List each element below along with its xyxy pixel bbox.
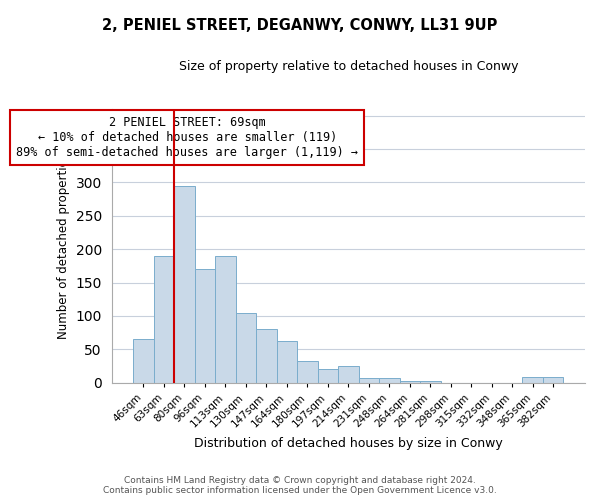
Bar [317,369,338,383]
Bar [236,312,256,383]
Bar [154,256,174,383]
Bar [543,377,563,383]
Text: Contains HM Land Registry data © Crown copyright and database right 2024.
Contai: Contains HM Land Registry data © Crown c… [103,476,497,495]
Bar [379,378,400,383]
Bar [297,360,317,383]
Bar [400,381,420,383]
Text: 2, PENIEL STREET, DEGANWY, CONWY, LL31 9UP: 2, PENIEL STREET, DEGANWY, CONWY, LL31 9… [103,18,497,32]
Title: Size of property relative to detached houses in Conwy: Size of property relative to detached ho… [179,60,518,73]
Bar [277,342,297,383]
Bar [194,269,215,383]
Bar [523,378,543,383]
Bar [338,366,359,383]
Bar [256,330,277,383]
X-axis label: Distribution of detached houses by size in Conwy: Distribution of detached houses by size … [194,437,503,450]
Bar [359,378,379,383]
Y-axis label: Number of detached properties: Number of detached properties [57,153,70,339]
Text: 2 PENIEL STREET: 69sqm
← 10% of detached houses are smaller (119)
89% of semi-de: 2 PENIEL STREET: 69sqm ← 10% of detached… [16,116,358,158]
Bar [215,256,236,383]
Bar [420,382,440,383]
Bar [133,340,154,383]
Bar [174,186,194,383]
